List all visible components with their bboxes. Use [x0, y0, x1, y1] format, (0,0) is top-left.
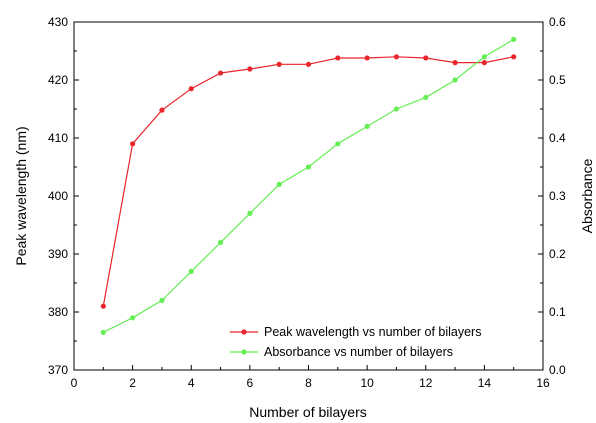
legend-marker-peak — [241, 329, 247, 335]
left-y-axis-title: Peak wavelength (nm) — [13, 126, 29, 265]
x-axis-ticks: 0 2 4 6 8 10 12 14 16 — [71, 365, 550, 390]
series-0-point — [364, 55, 370, 61]
x-tick-label: 14 — [478, 376, 492, 390]
x-tick-label: 0 — [71, 376, 78, 390]
series-0-point — [423, 55, 429, 61]
series-0-point — [335, 55, 341, 61]
legend-label-peak: Peak wavelength vs number of bilayers — [264, 325, 481, 339]
legend: Peak wavelength vs number of bilayers Ab… — [230, 325, 481, 359]
right-y-axis-ticks: 0.0 0.1 0.2 0.3 0.4 0.5 0.6 — [538, 15, 566, 377]
series-1-point — [130, 315, 136, 321]
legend-label-absorbance: Absorbance vs number of bilayers — [264, 345, 453, 359]
series-0-point — [452, 60, 458, 66]
x-axis-title: Number of bilayers — [249, 404, 367, 420]
left-y-tick-label: 390 — [48, 247, 68, 261]
left-y-axis-ticks: 370 380 390 400 410 420 430 — [48, 15, 79, 377]
series-1-point — [188, 268, 194, 274]
series-1-point — [481, 54, 487, 60]
left-y-tick-label: 430 — [48, 15, 68, 29]
series-0-point — [247, 66, 253, 72]
x-tick-label: 8 — [305, 376, 312, 390]
series-1-point — [100, 329, 106, 335]
series-1-point — [247, 210, 253, 216]
series-1-point — [393, 106, 400, 112]
series-0-point — [188, 86, 194, 92]
series-line-0 — [102, 56, 514, 307]
series-0-point — [511, 54, 517, 60]
left-y-tick-label: 400 — [48, 189, 68, 203]
right-y-tick-label: 0.5 — [549, 73, 566, 87]
plot-frame — [73, 21, 544, 371]
series-1-point — [423, 94, 429, 100]
right-y-tick-label: 0.0 — [549, 363, 566, 377]
x-tick-label: 4 — [188, 376, 195, 390]
series-1-point — [305, 164, 312, 170]
right-y-axis-title: Absorbance — [579, 158, 595, 233]
left-y-tick-label: 420 — [48, 73, 68, 87]
x-tick-label: 6 — [247, 376, 254, 390]
series-0-point — [217, 70, 224, 76]
x-tick-label: 10 — [360, 376, 374, 390]
right-y-tick-label: 0.3 — [549, 189, 566, 203]
series-0-point — [159, 107, 165, 113]
series-1-point — [511, 36, 517, 43]
series-0-point — [276, 61, 282, 67]
series-0-point — [393, 54, 400, 60]
series-1-point — [276, 181, 282, 187]
series-0-point — [130, 141, 136, 147]
series-1-point — [364, 123, 370, 129]
x-tick-label: 2 — [129, 376, 136, 390]
series-0-point — [100, 303, 106, 309]
x-tick-label: 12 — [419, 376, 433, 390]
right-y-tick-label: 0.1 — [549, 305, 566, 319]
series-1-point — [159, 297, 165, 303]
right-y-tick-label: 0.4 — [549, 131, 566, 145]
series-0-point — [481, 60, 487, 66]
series-1-point — [217, 239, 224, 245]
left-y-tick-label: 410 — [48, 131, 68, 145]
left-y-tick-label: 380 — [48, 305, 68, 319]
series-1-point — [452, 77, 458, 83]
series-0-point — [305, 61, 312, 67]
series-line-1 — [103, 38, 515, 333]
series-1-point — [335, 141, 341, 147]
left-y-tick-label: 370 — [48, 363, 68, 377]
right-y-tick-label: 0.6 — [549, 15, 566, 29]
right-y-tick-label: 0.2 — [549, 247, 566, 261]
legend-marker-absorbance — [241, 349, 247, 355]
series-layer — [100, 36, 517, 335]
x-tick-label: 16 — [536, 376, 550, 390]
